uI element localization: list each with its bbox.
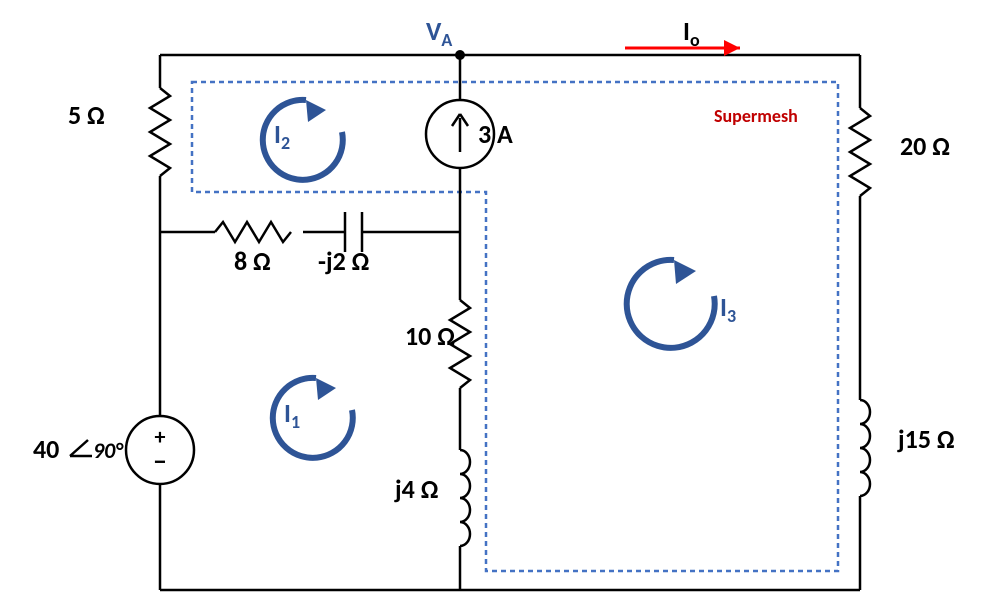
r8-label: 8 Ω [234,245,271,277]
isrc-label: 3 A [478,118,513,150]
io-label: Io [683,15,700,51]
circuit-diagram: + − VA [0,0,993,613]
lj4-label: j4 Ω [394,473,439,505]
svg-text:40: 40 [33,433,59,465]
lj15-label: j15 Ω [897,423,955,455]
svg-text:90°: 90° [93,437,124,464]
r5-label: 5 Ω [68,99,105,131]
inductor-j4 [460,450,470,546]
i1-label: I1 [284,397,300,433]
c-label: -j2 Ω [318,245,370,277]
supermesh-label: Supermesh [714,105,798,127]
mesh-arrow-i3 [627,260,715,348]
i3-label: I3 [720,291,736,327]
resistor-r20 [850,108,870,196]
node-va-dot [455,50,465,60]
vsrc-label: 40 90° [33,433,124,465]
inductor-j15 [860,400,870,496]
r20-label: 20 Ω [900,130,950,162]
node-va-label: VA [426,15,452,51]
i2-label: I2 [274,118,290,154]
resistor-r8 [215,222,291,242]
r10-label: 10 Ω [405,320,455,352]
supermesh-outline [192,82,838,571]
resistor-r5 [150,88,170,176]
svg-text:−: − [154,445,167,477]
